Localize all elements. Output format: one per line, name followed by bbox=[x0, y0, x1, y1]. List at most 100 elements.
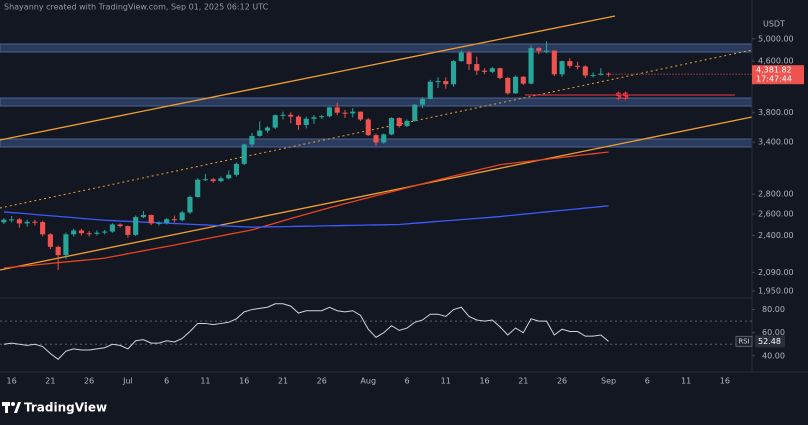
candle-body bbox=[559, 61, 565, 75]
trendline-dotted bbox=[0, 49, 753, 209]
candle-body bbox=[210, 179, 216, 182]
candle-body bbox=[63, 234, 69, 256]
moving-average bbox=[3, 151, 609, 269]
logo-mark bbox=[5, 402, 8, 413]
candle-body bbox=[582, 66, 588, 76]
x-tick-label: 6 bbox=[404, 377, 409, 386]
candle-body bbox=[528, 48, 534, 84]
candle-body bbox=[357, 111, 364, 120]
candle-body bbox=[412, 104, 418, 121]
logo-mark bbox=[11, 402, 15, 406]
candle-body bbox=[171, 219, 177, 221]
candle-body bbox=[365, 119, 371, 136]
candle-body bbox=[280, 114, 286, 116]
candle-body bbox=[419, 98, 426, 105]
x-tick-label: Aug bbox=[360, 377, 376, 386]
candle-body bbox=[55, 246, 61, 256]
candle-body bbox=[334, 107, 340, 113]
candle-body bbox=[140, 215, 146, 218]
x-tick-label: 16 bbox=[7, 377, 17, 386]
candle-body bbox=[164, 219, 170, 223]
header: Shayanny created with TradingView.com, S… bbox=[4, 3, 269, 12]
candle-body bbox=[1, 219, 7, 223]
x-tick-label: Sep bbox=[601, 377, 616, 386]
y-tick-label: 4,600.00 bbox=[758, 57, 794, 66]
candle-body bbox=[272, 115, 278, 128]
candle-body bbox=[24, 221, 30, 224]
x-tick-label: 21 bbox=[45, 377, 55, 386]
logo-mark bbox=[14, 402, 21, 413]
logo bbox=[2, 402, 21, 413]
rsi-tick-label: 60.00 bbox=[762, 328, 785, 337]
x-tick-label: 6 bbox=[645, 377, 650, 386]
rsi-line bbox=[3, 303, 609, 360]
last-price-label: 4,381.82 bbox=[756, 66, 792, 75]
candle-body bbox=[40, 222, 46, 235]
candle-body bbox=[520, 76, 526, 84]
candle-body bbox=[497, 68, 503, 78]
zone bbox=[0, 43, 753, 53]
candle-body bbox=[474, 64, 480, 71]
candle-body bbox=[567, 61, 573, 66]
x-tick-label: 21 bbox=[278, 377, 288, 386]
rsi-tick-label: 40.00 bbox=[762, 351, 785, 360]
footer: TradingView bbox=[24, 401, 107, 415]
rsi-value-label: 52.48 bbox=[758, 337, 781, 346]
candle-body bbox=[326, 107, 333, 117]
x-tick-label: 11 bbox=[681, 377, 691, 386]
candle-body bbox=[241, 144, 247, 164]
candle-body bbox=[264, 127, 271, 131]
y-tick-label: 2,090.00 bbox=[758, 268, 794, 277]
candle-body bbox=[94, 232, 100, 234]
candle-body bbox=[505, 77, 511, 94]
candle-body bbox=[489, 68, 495, 72]
candle-body bbox=[311, 117, 317, 119]
candle-body bbox=[86, 233, 92, 235]
candle-body bbox=[481, 70, 488, 72]
candle-body bbox=[466, 52, 472, 65]
candle-body bbox=[257, 130, 263, 136]
candle-body bbox=[536, 48, 542, 51]
candle-body bbox=[179, 212, 185, 221]
x-tick-label: 16 bbox=[720, 377, 730, 386]
x-tick-label: 21 bbox=[518, 377, 528, 386]
candle-body bbox=[512, 76, 519, 94]
candle-body bbox=[404, 120, 410, 127]
candle-body bbox=[342, 112, 348, 114]
x-tick-label: 16 bbox=[479, 377, 489, 386]
candle-body bbox=[543, 50, 550, 52]
annotation: $$ bbox=[615, 91, 629, 102]
x-tick-label: Jul bbox=[122, 377, 133, 386]
y-tick-label: 3,800.00 bbox=[758, 108, 794, 117]
x-tick-label: 6 bbox=[164, 377, 169, 386]
candle-body bbox=[598, 73, 604, 75]
candle-body bbox=[450, 61, 457, 85]
candle-body bbox=[381, 134, 387, 143]
currency: USDT bbox=[763, 20, 785, 29]
candle-body bbox=[373, 135, 379, 143]
candle-body bbox=[288, 114, 294, 117]
candle-body bbox=[47, 234, 53, 247]
candle-body bbox=[148, 215, 154, 224]
candle-body bbox=[16, 219, 22, 224]
rsi-name: RSI bbox=[738, 337, 749, 345]
rsi-tick-label: 80.00 bbox=[762, 305, 785, 314]
candle-body bbox=[195, 179, 201, 198]
candle-body bbox=[295, 116, 302, 125]
x-tick-label: 11 bbox=[200, 377, 210, 386]
zone bbox=[0, 97, 753, 107]
rsi-value-tag bbox=[755, 335, 785, 348]
candle-body bbox=[117, 224, 123, 227]
candle-body bbox=[551, 50, 557, 75]
y-tick-label: 3,400.00 bbox=[758, 138, 794, 147]
candle-body bbox=[303, 118, 309, 125]
y-tick-label: 2,800.00 bbox=[758, 190, 794, 199]
candle-body bbox=[606, 73, 612, 75]
x-tick-label: 16 bbox=[239, 377, 249, 386]
candle-body bbox=[249, 135, 255, 145]
y-tick-label: 5,000.00 bbox=[758, 34, 794, 43]
candle-body bbox=[78, 230, 84, 234]
candle-body bbox=[443, 81, 449, 85]
